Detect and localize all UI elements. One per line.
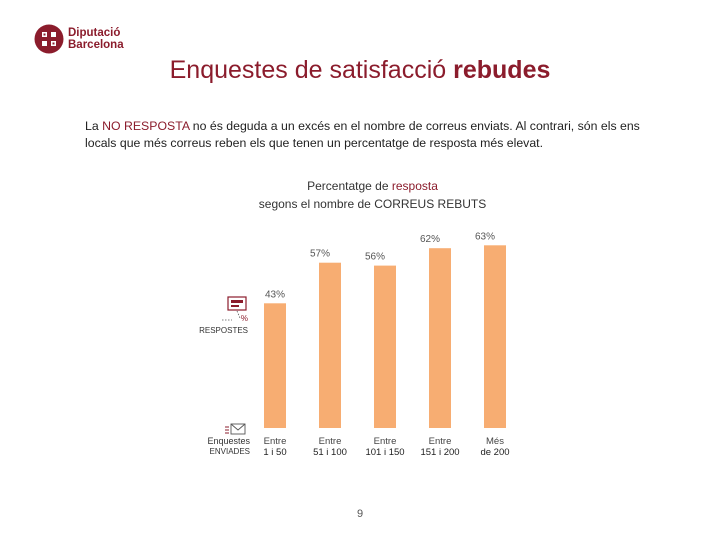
value-label-2: 57%	[310, 249, 330, 260]
bar-4	[429, 248, 451, 428]
brand-line-1: Diputació	[68, 27, 121, 39]
category-label-2-line-1: Entre	[319, 436, 342, 447]
chart-title-line-1: Percentatge de resposta	[200, 177, 545, 195]
chart-title: Percentatge de resposta segons el nombre…	[200, 177, 545, 213]
category-label-3-line-1: Entre	[374, 436, 397, 447]
page-number: 9	[356, 508, 364, 520]
brand-logo: Diputació Barcelona	[34, 24, 124, 54]
legend-sent: ENVIADES	[209, 447, 250, 456]
chart-title-line-2: segons el nombre de CORREUS REBUTS	[258, 197, 487, 211]
value-label-3: 56%	[365, 252, 385, 263]
legend-percent: %	[240, 314, 248, 323]
value-label-5: 63%	[475, 231, 495, 242]
intro-part-2: no és deguda a un excés en el nombre de …	[85, 119, 640, 150]
value-label-1: 43%	[265, 289, 285, 300]
intro-highlight: NO RESPOSTA	[102, 119, 190, 133]
diputacio-seal-icon	[34, 24, 64, 54]
chart-title-prefix: Percentatge de	[307, 179, 389, 193]
value-label-4: 62%	[420, 234, 440, 245]
category-label-4-line-1: Entre	[429, 436, 452, 447]
bar-1	[264, 303, 286, 428]
page-title-regular: Enquestes de satisfacció	[169, 56, 447, 84]
category-label-1-line-2: 1 i 50	[263, 447, 286, 458]
brand-line-2: Barcelona	[68, 39, 124, 51]
bar-3	[374, 265, 396, 428]
chart-title-highlight: resposta	[391, 179, 438, 193]
category-label-2-line-2: 51 i 100	[313, 447, 347, 458]
category-label-5-line-1: Més	[486, 436, 504, 447]
intro-part-1: La	[85, 119, 99, 133]
bar-2	[319, 262, 341, 428]
category-label-5-line-2: de 200	[480, 447, 509, 458]
page-title: Enquestes de satisfacció rebudes	[0, 56, 720, 85]
bar-5	[484, 245, 506, 428]
category-label-3-line-2: 101 i 150	[365, 447, 404, 458]
brand-name: Diputació Barcelona	[68, 27, 124, 51]
responses-icon	[222, 296, 247, 321]
category-label-1-line-1: Entre	[264, 436, 287, 447]
page-title-bold: rebudes	[453, 56, 551, 84]
surveys-icon	[225, 423, 246, 435]
category-label-4-line-2: 151 i 200	[420, 447, 459, 458]
intro-paragraph: La NO RESPOSTA no és deguda a un excés e…	[85, 118, 670, 152]
legend-responses: RESPOSTES	[199, 326, 248, 335]
legend-surveys: Enquestes	[207, 436, 250, 446]
